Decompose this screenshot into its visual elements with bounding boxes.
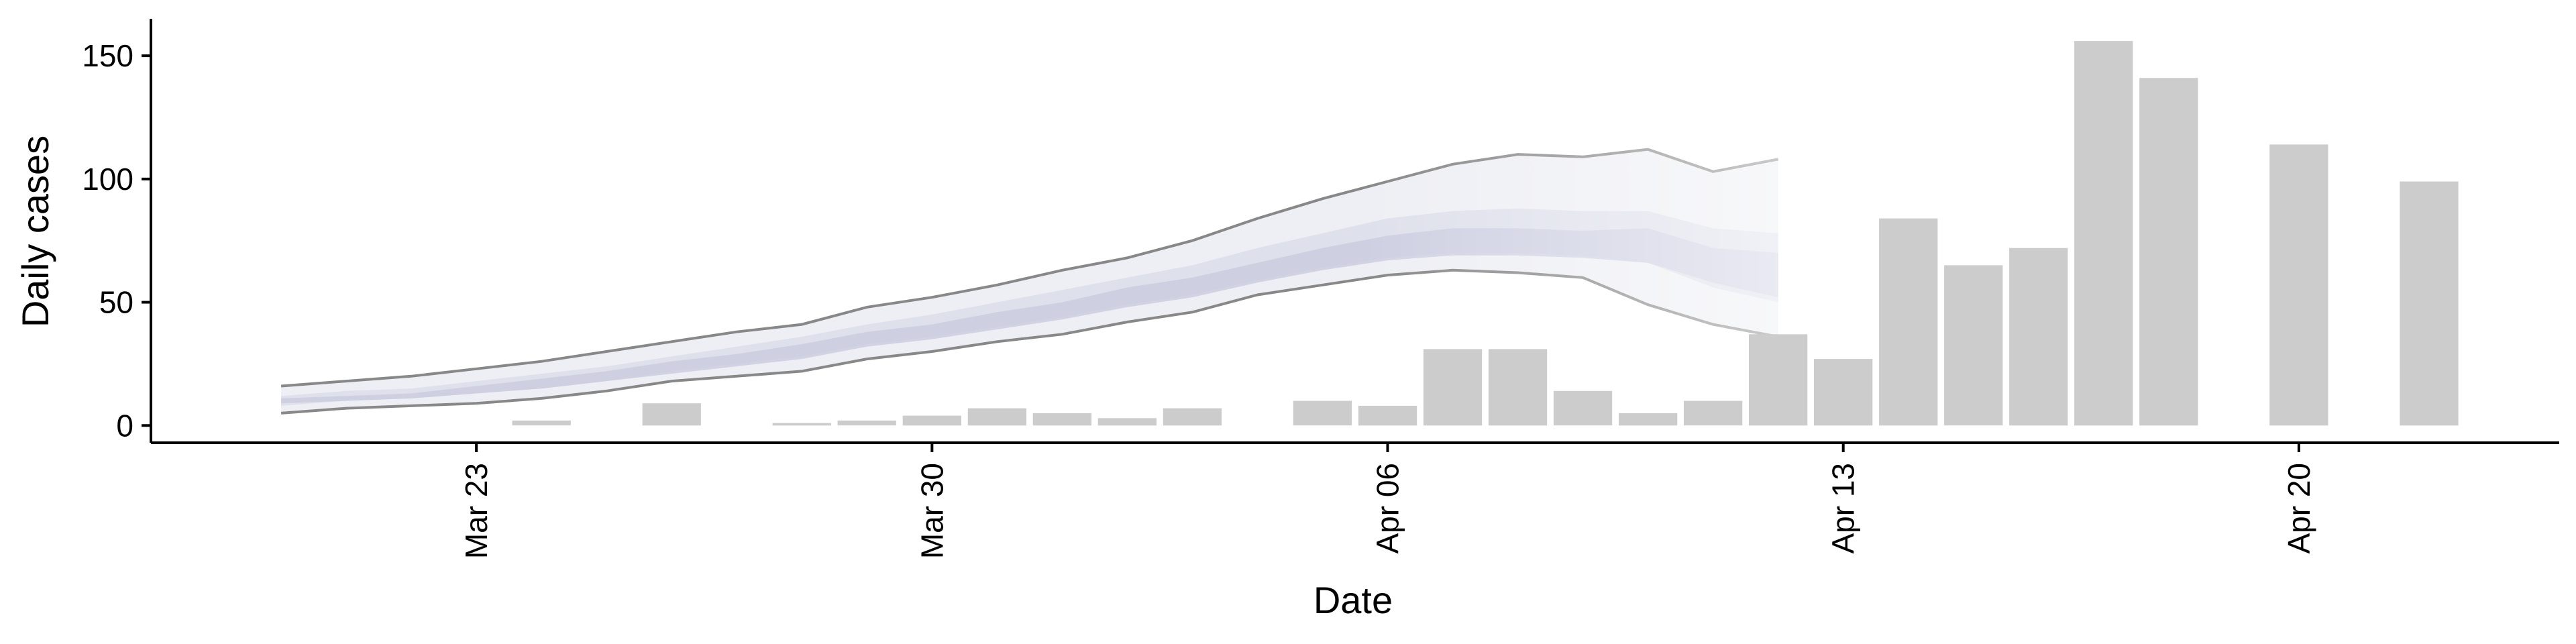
bar-2020-03-31: [967, 408, 1026, 426]
estimate-fade: [281, 19, 1780, 443]
bar-2020-04-12: [1749, 334, 1808, 426]
bar-2020-04-15: [1944, 265, 2003, 426]
y-tick-label: 0: [116, 408, 133, 443]
bar-2020-04-03: [1163, 408, 1222, 426]
bar-2020-04-06: [1358, 405, 1417, 426]
bar-2020-04-08: [1488, 349, 1548, 426]
bars: [512, 41, 2459, 426]
bar-2020-04-05: [1293, 400, 1352, 426]
y-tick-label: 50: [99, 285, 133, 320]
estimate-bands: [280, 19, 1780, 443]
x-tick-label: Mar 30: [914, 463, 949, 559]
bar-2020-04-10: [1619, 413, 1678, 426]
y-axis-title: Daily cases: [14, 136, 56, 327]
y-tick-label: 100: [82, 162, 133, 197]
x-tick-label: Apr 13: [1826, 463, 1861, 554]
bar-2020-04-16: [2009, 248, 2068, 426]
bar-2020-04-17: [2074, 41, 2133, 426]
bar-2020-03-29: [837, 420, 896, 426]
axes: 0 50 100 150 Mar 23 Mar 30 Apr 06 Apr 13 Apr 20: [82, 19, 2559, 559]
bar-2020-04-09: [1553, 390, 1613, 426]
bar-2020-04-07: [1423, 349, 1483, 426]
bar-2020-04-02: [1097, 418, 1157, 426]
x-tick-label: Apr 20: [2282, 463, 2316, 554]
bar-2020-04-18: [2139, 78, 2198, 426]
bar-2020-04-11: [1684, 400, 1743, 426]
bar-2020-04-14: [1879, 218, 1938, 426]
bar-2020-04-20: [2269, 144, 2328, 426]
bar-2020-03-28: [772, 423, 831, 426]
x-axis-title: Date: [1313, 579, 1393, 621]
bar-2020-03-26: [642, 403, 701, 426]
y-tick-label: 150: [82, 38, 133, 73]
bar-2020-04-22: [2400, 181, 2459, 426]
bar-2020-03-24: [512, 420, 571, 426]
x-tick-label: Mar 23: [459, 463, 494, 559]
bar-2020-03-30: [902, 415, 961, 426]
bar-2020-04-01: [1032, 413, 1091, 426]
x-tick-label: Apr 06: [1371, 463, 1405, 554]
bar-2020-04-13: [1814, 359, 1873, 426]
